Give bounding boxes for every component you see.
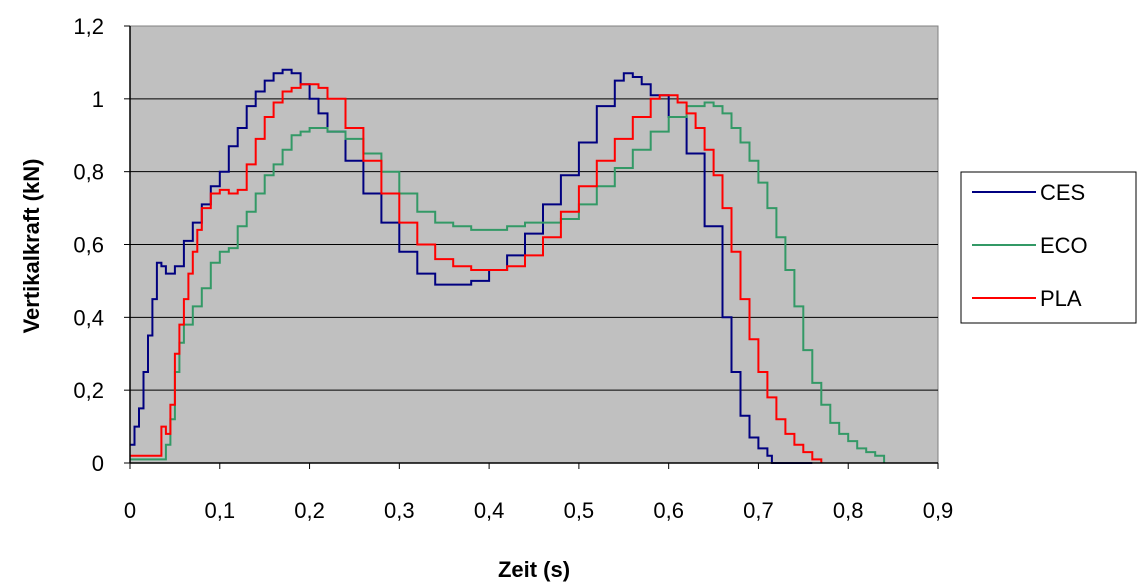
y-tick-label: 0,4: [73, 305, 104, 330]
series-line-pla: [130, 83, 823, 463]
x-tick-label: 0,3: [384, 498, 415, 523]
y-tick-label: 0,2: [73, 378, 104, 403]
y-tick-label: 0: [92, 451, 104, 476]
y-axis-title: Vertikalkraft (kN): [19, 159, 44, 334]
y-tick-label: 0,6: [73, 233, 104, 258]
series-line-eco: [130, 101, 886, 463]
x-tick-label: 0,7: [743, 498, 774, 523]
x-tick-label: 0,4: [474, 498, 505, 523]
x-tick-label: 0,2: [294, 498, 325, 523]
x-tick-label: 0,5: [564, 498, 595, 523]
y-tick-label: 0,8: [73, 160, 104, 185]
x-axis-title: Zeit (s): [498, 557, 570, 582]
y-tick-labels: 0 0,2 0,4 0,6 0,8 1 1,2: [73, 14, 104, 476]
legend-label-ces: CES: [1040, 180, 1085, 205]
x-tick-label: 0,1: [204, 498, 235, 523]
x-tick-label: 0: [124, 498, 136, 523]
legend-label-eco: ECO: [1040, 233, 1088, 258]
x-tick-label: 0,8: [833, 498, 864, 523]
y-tick-label: 1,2: [73, 14, 104, 39]
x-tick-label: 0,6: [653, 498, 684, 523]
x-tick-label: 0,9: [923, 498, 954, 523]
series-lines: [130, 68, 886, 464]
axes: [124, 25, 939, 469]
y-tick-label: 1: [92, 87, 104, 112]
legend-label-pla: PLA: [1040, 286, 1082, 311]
legend: CES ECO PLA: [960, 171, 1137, 324]
x-tick-labels: 0 0,1 0,2 0,3 0,4 0,5 0,6 0,7 0,8 0,9: [124, 498, 953, 523]
